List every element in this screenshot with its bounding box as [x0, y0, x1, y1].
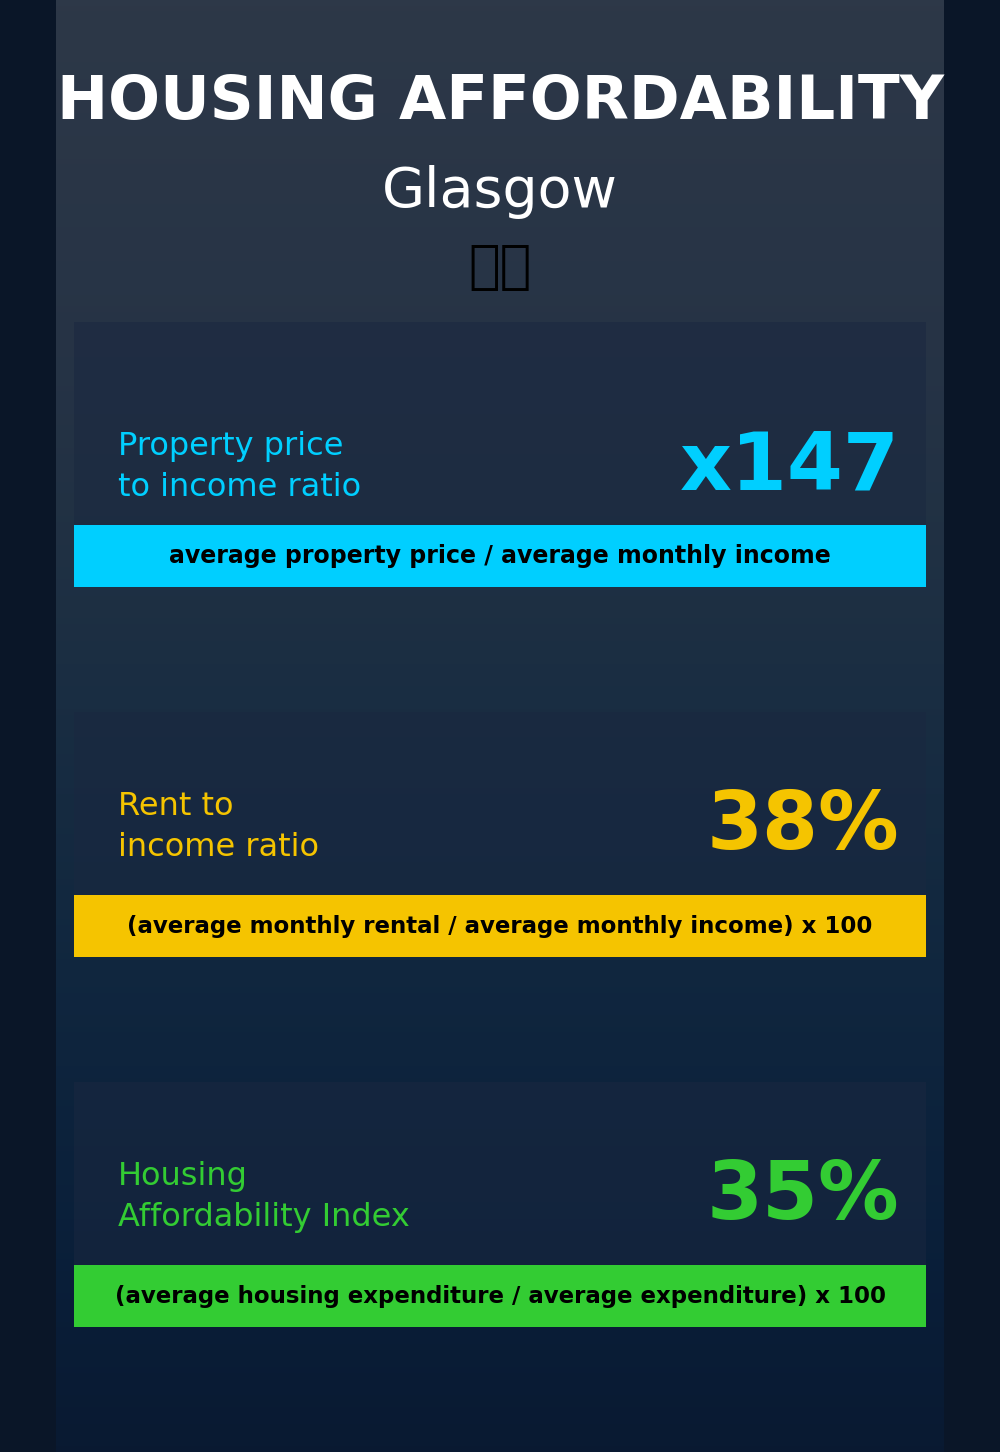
Text: Glasgow: Glasgow [382, 166, 618, 219]
Text: Housing
Affordability Index: Housing Affordability Index [118, 1162, 410, 1233]
Text: (average housing expenditure / average expenditure) x 100: (average housing expenditure / average e… [115, 1285, 886, 1307]
FancyBboxPatch shape [74, 1265, 926, 1327]
Text: HOUSING AFFORDABILITY: HOUSING AFFORDABILITY [57, 73, 944, 132]
Text: x147: x147 [680, 428, 900, 505]
Text: (average monthly rental / average monthly income) x 100: (average monthly rental / average monthl… [127, 915, 873, 938]
FancyBboxPatch shape [74, 322, 926, 582]
Text: 38%: 38% [707, 788, 900, 865]
FancyBboxPatch shape [74, 1082, 926, 1321]
FancyBboxPatch shape [74, 894, 926, 957]
Text: Rent to
income ratio: Rent to income ratio [118, 791, 319, 862]
Text: average property price / average monthly income: average property price / average monthly… [169, 544, 831, 568]
Text: 🇬🇧: 🇬🇧 [468, 241, 532, 293]
FancyBboxPatch shape [74, 711, 926, 953]
Text: 35%: 35% [707, 1159, 900, 1236]
Text: Property price
to income ratio: Property price to income ratio [118, 431, 361, 502]
FancyBboxPatch shape [74, 526, 926, 587]
